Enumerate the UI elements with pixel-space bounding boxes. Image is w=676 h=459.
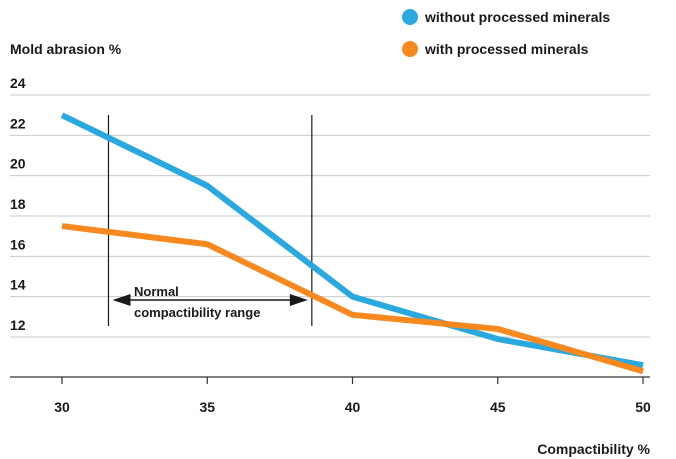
range-arrow-head-left xyxy=(112,294,131,306)
y-tick-label-20: 20 xyxy=(10,156,26,172)
y-tick-label-24: 24 xyxy=(10,75,26,91)
x-axis-title: Compactibility % xyxy=(537,441,650,457)
range-label-line1: Normal xyxy=(134,284,179,299)
legend-label-without: without processed minerals xyxy=(424,9,610,25)
y-tick-label-14: 14 xyxy=(10,277,26,293)
series-line-without-processed-minerals xyxy=(60,112,644,369)
y-tick-label-18: 18 xyxy=(10,196,26,212)
series-line-with-processed-minerals xyxy=(61,223,644,375)
x-tick-label-45: 45 xyxy=(490,399,506,415)
x-tick-label-35: 35 xyxy=(199,399,215,415)
range-label-line2: compactibility range xyxy=(134,305,260,320)
x-tick-label-50: 50 xyxy=(635,399,651,415)
y-tick-label-16: 16 xyxy=(10,236,26,252)
legend-marker-without xyxy=(402,9,418,25)
y-axis-title: Mold abrasion % xyxy=(10,41,122,57)
x-tick-marks xyxy=(61,377,644,384)
x-tick-label-30: 30 xyxy=(54,399,70,415)
y-tick-label-22: 22 xyxy=(10,115,26,131)
x-tick-labels: 30 35 40 45 50 xyxy=(54,399,651,415)
x-tick-label-40: 40 xyxy=(345,399,361,415)
legend-marker-with xyxy=(402,41,418,57)
series-layer xyxy=(60,112,644,375)
legend: without processed minerals with processe… xyxy=(402,9,610,57)
range-arrow-head-right xyxy=(289,294,308,306)
legend-label-with: with processed minerals xyxy=(424,41,589,57)
grid xyxy=(10,94,650,338)
y-tick-labels: 12 14 16 18 20 22 24 xyxy=(10,75,26,333)
y-tick-label-12: 12 xyxy=(10,317,26,333)
range-annotation: Normal compactibility range xyxy=(107,115,313,326)
